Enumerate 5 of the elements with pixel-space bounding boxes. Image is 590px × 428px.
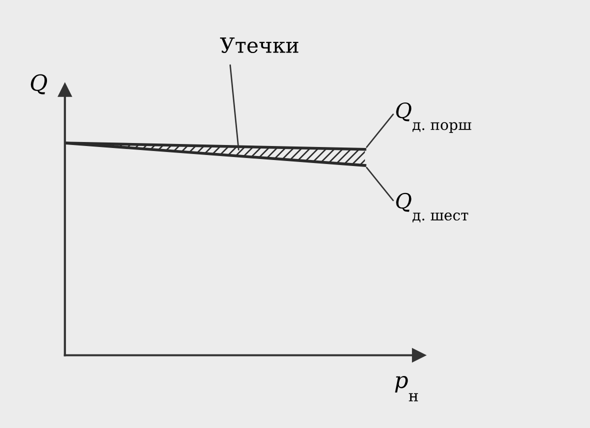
legend-label: Qд. порш: [396, 102, 472, 133]
text: Утечки: [220, 38, 298, 54]
series-label: Qд. шест: [396, 192, 468, 222]
y-axis-title: Q: [30, 74, 48, 94]
x-axis-title: pн: [395, 376, 418, 402]
